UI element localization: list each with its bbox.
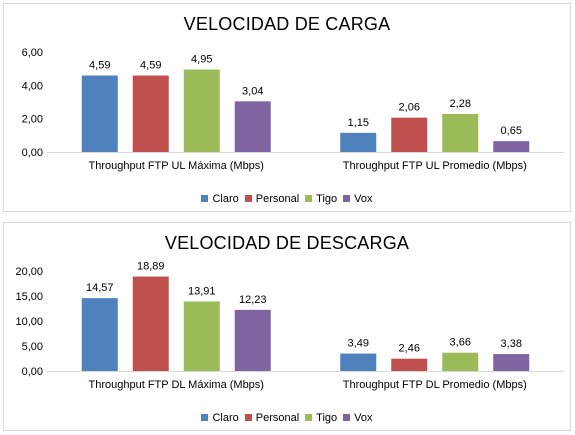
- legend-item-claro: Claro: [201, 412, 239, 424]
- data-label: 12,23: [239, 294, 267, 306]
- legend-swatch: [244, 194, 252, 202]
- legend-item-claro: Claro: [201, 193, 239, 205]
- bar-claro: [81, 75, 118, 152]
- category-label: Throughput FTP DL Máxima (Mbps): [89, 379, 264, 391]
- legend-swatch: [201, 194, 209, 202]
- legend-label: Claro: [212, 412, 239, 424]
- bar-claro: [340, 132, 377, 152]
- category-label: Throughput FTP UL Máxima (Mbps): [89, 160, 264, 172]
- legend-swatch: [343, 413, 351, 421]
- legend-item-vox: Vox: [343, 412, 373, 424]
- legend-item-personal: Personal: [244, 193, 300, 205]
- data-label: 2,28: [450, 98, 471, 110]
- chart-legend: Claro Personal Tigo Vox: [4, 412, 570, 424]
- legend-swatch: [201, 413, 209, 421]
- data-label: 3,66: [450, 337, 471, 349]
- legend-swatch: [305, 194, 313, 202]
- legend-swatch: [244, 413, 252, 421]
- bar-personal: [132, 276, 169, 371]
- data-label: 14,57: [86, 282, 114, 294]
- bar-personal: [391, 358, 428, 371]
- upload-chart-plot: 0,00 2,00 4,00 6,00 4,59 4,59 4,95 3,04 Throughp…: [22, 47, 564, 172]
- bar-claro: [340, 353, 377, 371]
- bar-claro: [81, 298, 118, 371]
- legend-item-vox: Vox: [343, 193, 373, 205]
- bar-personal: [391, 117, 428, 152]
- legend-swatch: [305, 413, 313, 421]
- y-tick-label: 15,00: [15, 291, 43, 303]
- bar-vox: [234, 309, 271, 371]
- y-tick-label: 6,00: [22, 47, 43, 59]
- y-tick-label: 4,00: [22, 80, 43, 92]
- category-label: Throughput FTP UL Promedio (Mbps): [343, 160, 527, 172]
- y-tick-label: 0,00: [22, 147, 43, 159]
- data-label: 4,59: [89, 60, 110, 72]
- data-label: 3,04: [242, 85, 263, 97]
- bar-vox: [493, 141, 530, 152]
- legend-item-tigo: Tigo: [305, 193, 337, 205]
- upload-chart-panel: VELOCIDAD DE CARGA 0,00 2,00 4,00 6,00 4,59 4…: [3, 3, 571, 212]
- y-tick-label: 10,00: [15, 316, 43, 328]
- legend-item-personal: Personal: [244, 412, 300, 424]
- bar-tigo: [442, 114, 479, 152]
- data-label: 3,38: [501, 338, 522, 350]
- bar-tigo: [183, 69, 220, 152]
- chart-title: VELOCIDAD DE DESCARGA: [164, 233, 410, 253]
- data-label: 18,89: [137, 261, 165, 273]
- bar-personal: [132, 75, 169, 152]
- bar-vox: [493, 354, 530, 371]
- chart-legend: Claro Personal Tigo Vox: [4, 193, 570, 205]
- data-label: 2,46: [399, 343, 420, 355]
- y-tick-label: 2,00: [22, 114, 43, 126]
- bar-tigo: [442, 352, 479, 371]
- data-label: 13,91: [188, 285, 216, 297]
- legend-label: Personal: [255, 412, 300, 424]
- download-chart-plot: 0,00 5,00 10,00 15,00 20,00 14,57 18,89 13,91 12…: [15, 261, 564, 391]
- legend-label: Tigo: [316, 412, 338, 424]
- legend-label: Tigo: [316, 193, 338, 205]
- y-tick-label: 20,00: [15, 266, 43, 278]
- legend-label: Personal: [255, 193, 300, 205]
- y-tick-label: 0,00: [22, 366, 43, 378]
- category-label: Throughput FTP DL Promedio (Mbps): [343, 379, 527, 391]
- data-label: 4,95: [191, 54, 212, 66]
- data-label: 3,49: [348, 338, 369, 350]
- bar-vox: [234, 101, 271, 152]
- bar-tigo: [183, 301, 220, 371]
- data-label: 4,59: [140, 60, 161, 72]
- download-chart-panel: VELOCIDAD DE DESCARGA 0,00 5,00 10,00 15,00…: [3, 222, 571, 431]
- data-label: 1,15: [348, 117, 369, 129]
- chart-title: VELOCIDAD DE CARGA: [183, 14, 391, 34]
- data-label: 0,65: [501, 125, 522, 137]
- data-label: 2,06: [399, 102, 420, 114]
- legend-item-tigo: Tigo: [305, 412, 337, 424]
- legend-label: Vox: [354, 193, 373, 205]
- legend-label: Claro: [212, 193, 239, 205]
- y-tick-label: 5,00: [22, 341, 43, 353]
- legend-swatch: [343, 194, 351, 202]
- legend-label: Vox: [354, 412, 373, 424]
